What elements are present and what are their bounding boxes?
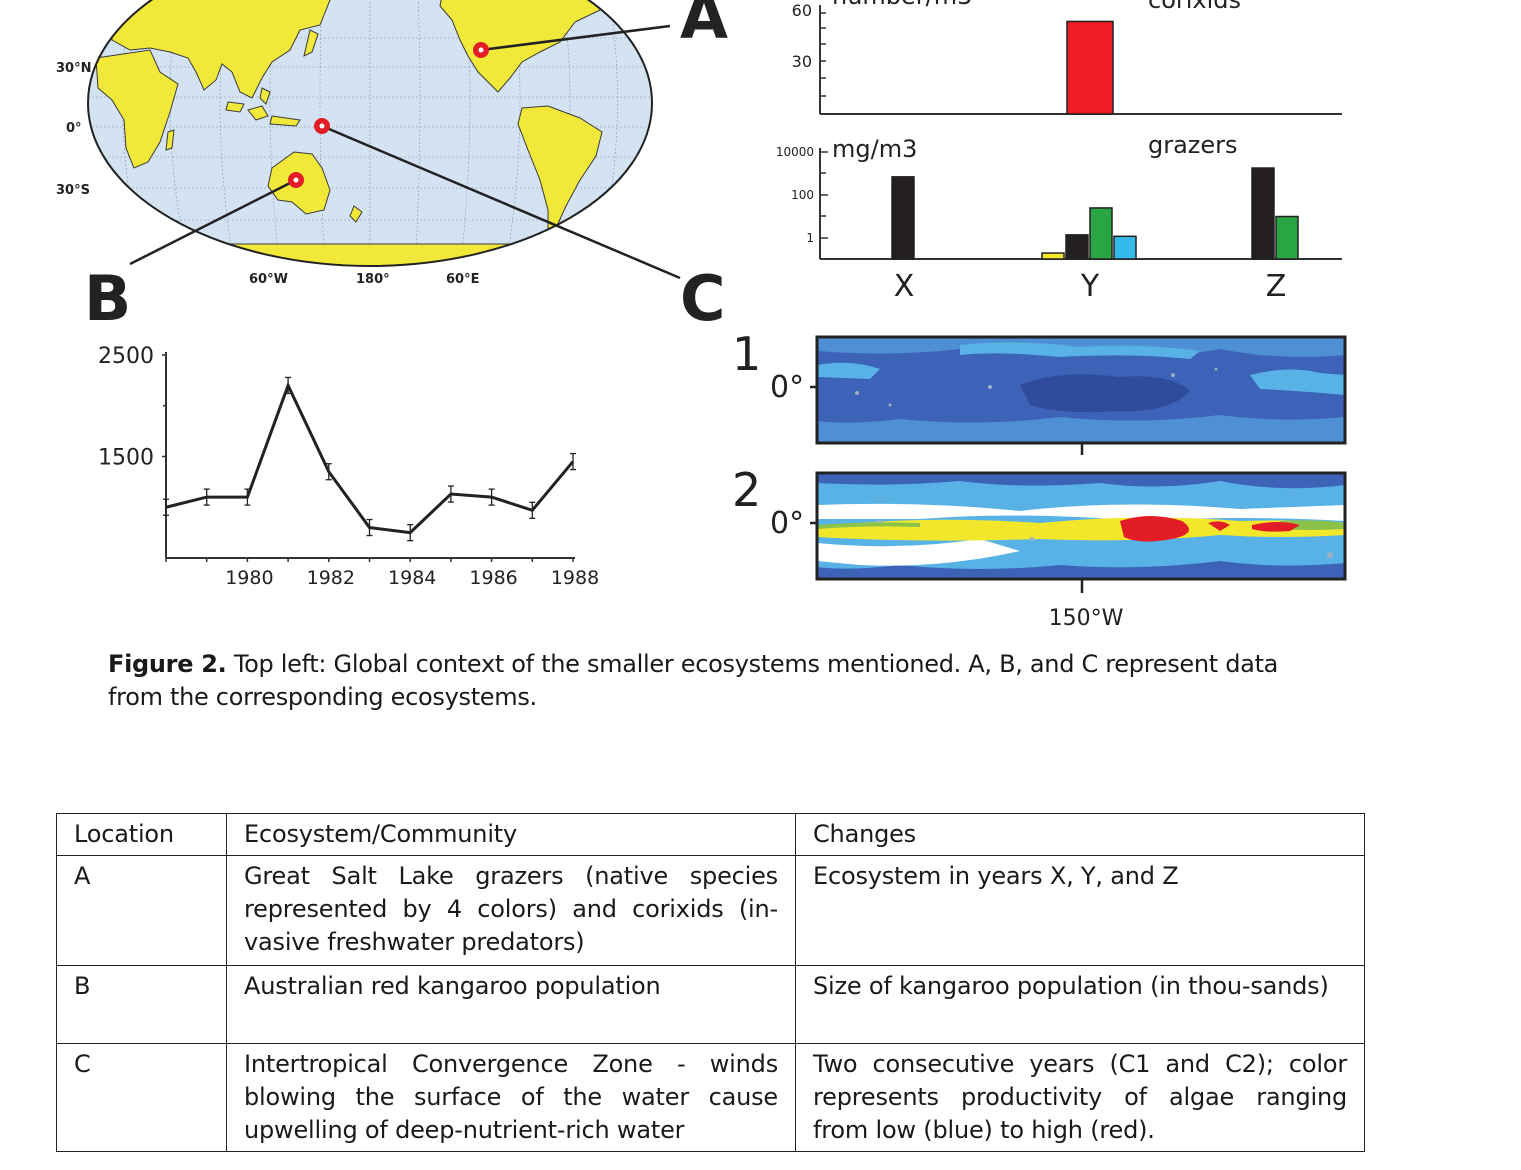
panel-lat-label-2: 0° bbox=[770, 506, 804, 541]
map-lat-label: 30°N bbox=[56, 61, 91, 76]
line-xtick-labels: 1980 1982 1984 1986 1988 bbox=[225, 567, 599, 589]
line-ytick-labels: 2500 1500 bbox=[98, 344, 154, 471]
kangaroo-point bbox=[203, 488, 210, 506]
line-xtick-label: 1984 bbox=[388, 567, 436, 589]
bar-x-label: Y bbox=[1080, 269, 1100, 304]
grazer-bar bbox=[1065, 234, 1089, 260]
productivity-maps: 1 0° 2 0° 150°W bbox=[732, 327, 1347, 631]
panel-number-1: 1 bbox=[732, 327, 761, 381]
table-row: B Australian red kangaroo population Siz… bbox=[56, 965, 1365, 1044]
table-cell: Size of kangaroo population (in thou-san… bbox=[795, 965, 1365, 1044]
kangaroo-point bbox=[407, 523, 414, 542]
table-cell: Australian red kangaroo population bbox=[226, 965, 796, 1044]
line-axis-ticks bbox=[162, 354, 574, 562]
panel-number-2: 2 bbox=[732, 463, 761, 517]
table-cell: B bbox=[56, 965, 227, 1044]
grazer-ytick: 10000 bbox=[776, 145, 814, 159]
corixid-bars bbox=[1066, 20, 1114, 115]
map-callout-lines bbox=[129, 24, 681, 280]
productivity-panel-1 bbox=[817, 337, 1345, 443]
grazer-unit: mg/m3 bbox=[832, 135, 917, 163]
grazer-bar bbox=[1251, 167, 1275, 260]
grazer-ytick: 1 bbox=[806, 231, 814, 245]
bar-x-label: X bbox=[894, 269, 915, 304]
kangaroo-point bbox=[488, 488, 495, 506]
ecosystem-table: Location Ecosystem/Community Changes A G… bbox=[56, 813, 1365, 1152]
kangaroo-point bbox=[325, 463, 332, 481]
kangaroo-point bbox=[244, 488, 251, 506]
map-lat-label: 0° bbox=[66, 121, 82, 136]
corixid-label: corixids bbox=[1148, 0, 1241, 14]
panel-lat-label-1: 0° bbox=[770, 370, 804, 405]
bar-x-label: Z bbox=[1266, 269, 1287, 304]
ecosystem-bar-charts: 60 30 number/m3 corixids 10000 100 1 mg/… bbox=[776, 0, 1342, 304]
marker-label-c: C bbox=[680, 262, 726, 330]
line-xtick-label: 1988 bbox=[551, 567, 599, 589]
table-cell: A bbox=[56, 855, 227, 966]
kangaroo-series-line bbox=[165, 381, 575, 535]
corixid-minor-ticks bbox=[820, 12, 826, 97]
corixid-unit: number/m3 bbox=[832, 0, 972, 10]
line-xtick-label: 1982 bbox=[307, 567, 355, 589]
table-row: A Great Salt Lake grazers (native specie… bbox=[56, 855, 1365, 966]
kangaroo-point bbox=[447, 485, 454, 503]
line-ytick-label: 1500 bbox=[98, 446, 154, 471]
productivity-panel-2 bbox=[817, 473, 1345, 579]
panel-lon-label: 150°W bbox=[1049, 606, 1124, 631]
grazer-bar bbox=[1089, 207, 1113, 260]
map-lon-label: 60°W bbox=[249, 272, 288, 287]
table-header-row: Location Ecosystem/Community Changes bbox=[56, 813, 1365, 856]
kangaroo-point bbox=[570, 452, 576, 471]
kangaroo-point bbox=[529, 501, 536, 519]
table-header: Changes bbox=[795, 813, 1365, 856]
map-lon-label: 60°E bbox=[446, 272, 479, 287]
grazer-bar bbox=[1275, 215, 1299, 260]
line-xtick-label: 1986 bbox=[469, 567, 517, 589]
corixid-bar bbox=[1066, 20, 1114, 115]
map-lat-label: 30°S bbox=[56, 183, 90, 198]
table-row: C Intertropical Convergence Zone - winds… bbox=[56, 1043, 1365, 1152]
table-cell: Ecosystem in years X, Y, and Z bbox=[795, 855, 1365, 966]
grazer-bar bbox=[1113, 235, 1137, 260]
marker-label-b: B bbox=[84, 262, 131, 330]
grazer-ytick: 100 bbox=[791, 188, 814, 202]
figure-label: Figure 2. bbox=[108, 650, 227, 678]
line-ytick-label: 2500 bbox=[98, 344, 154, 369]
caption-text: Top left: Global context of the smaller … bbox=[108, 650, 1279, 711]
kangaroo-point bbox=[285, 376, 292, 395]
marker-label-a: A bbox=[680, 0, 728, 53]
map-lon-label: 180° bbox=[356, 272, 390, 287]
table-cell: Intertropical Convergence Zone - winds b… bbox=[226, 1043, 796, 1152]
grazer-bar bbox=[891, 176, 915, 260]
table-cell: C bbox=[56, 1043, 227, 1152]
map-outline bbox=[87, 0, 653, 267]
world-map: 30°N 0° 30°S 60°W 180° 60°E A B C bbox=[56, 0, 728, 330]
map-markers bbox=[288, 42, 489, 188]
table-header: Ecosystem/Community bbox=[226, 813, 796, 856]
figure-caption: Figure 2. Top left: Global context of th… bbox=[108, 648, 1338, 714]
grazer-minor-ticks bbox=[820, 151, 828, 239]
table-header: Location bbox=[56, 813, 227, 856]
kangaroo-point bbox=[163, 498, 169, 516]
kangaroo-line-chart: 2500 1500 1980 1982 1984 1986 1988 bbox=[98, 344, 599, 589]
table-cell: Two consecutive years (C1 and C2); color… bbox=[795, 1043, 1365, 1152]
kangaroo-points bbox=[163, 376, 576, 542]
grazer-bar bbox=[1041, 252, 1065, 260]
line-xtick-label: 1980 bbox=[225, 567, 273, 589]
grazer-label: grazers bbox=[1148, 131, 1238, 159]
corixid-ytick: 30 bbox=[792, 52, 812, 71]
grazer-bars bbox=[891, 167, 1299, 260]
corixid-ytick: 60 bbox=[792, 1, 812, 20]
table-cell: Great Salt Lake grazers (native species … bbox=[226, 855, 796, 966]
kangaroo-point bbox=[366, 518, 373, 537]
